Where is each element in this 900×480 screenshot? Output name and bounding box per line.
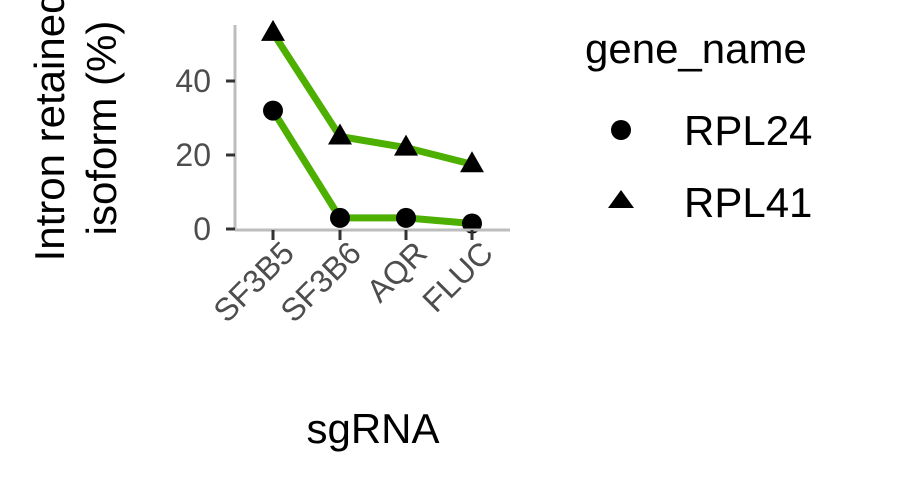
legend-title: gene_name: [585, 25, 807, 72]
y-tick-label: 20: [175, 137, 211, 173]
data-point-rpl24: [396, 207, 416, 228]
data-point-rpl24: [263, 100, 283, 121]
legend-item-rpl41: RPL41: [608, 179, 812, 226]
data-point-rpl41: [460, 151, 484, 173]
data-point-rpl41: [394, 134, 418, 156]
legend-triangle-icon: [608, 190, 634, 208]
legend: gene_name RPL24 RPL41: [585, 25, 812, 226]
y-tick-label: 40: [175, 63, 211, 99]
x-axis-title: sgRNA: [306, 405, 439, 452]
x-tick-label: FLUC: [415, 234, 500, 319]
data-point-rpl41: [261, 19, 285, 41]
legend-circle-icon: [611, 120, 631, 140]
series-line-rpl41: [269, 29, 476, 168]
y-tick-label: 0: [193, 211, 211, 247]
plot-layer: [261, 19, 484, 234]
data-point-rpl24: [330, 207, 350, 228]
data-point-rpl24: [462, 213, 482, 234]
data-point-rpl41: [328, 123, 352, 145]
y-axis-title-line-1: Intron retained: [26, 0, 73, 261]
y-axis-title-line-2: isoform (%): [78, 21, 125, 236]
legend-item-rpl24: RPL24: [611, 107, 812, 154]
labels-layer: sgRNA Intron retained isoform (%): [26, 0, 440, 452]
legend-label-rpl24: RPL24: [684, 107, 812, 154]
series-line-rpl24: [269, 107, 476, 227]
legend-label-rpl41: RPL41: [684, 179, 812, 226]
